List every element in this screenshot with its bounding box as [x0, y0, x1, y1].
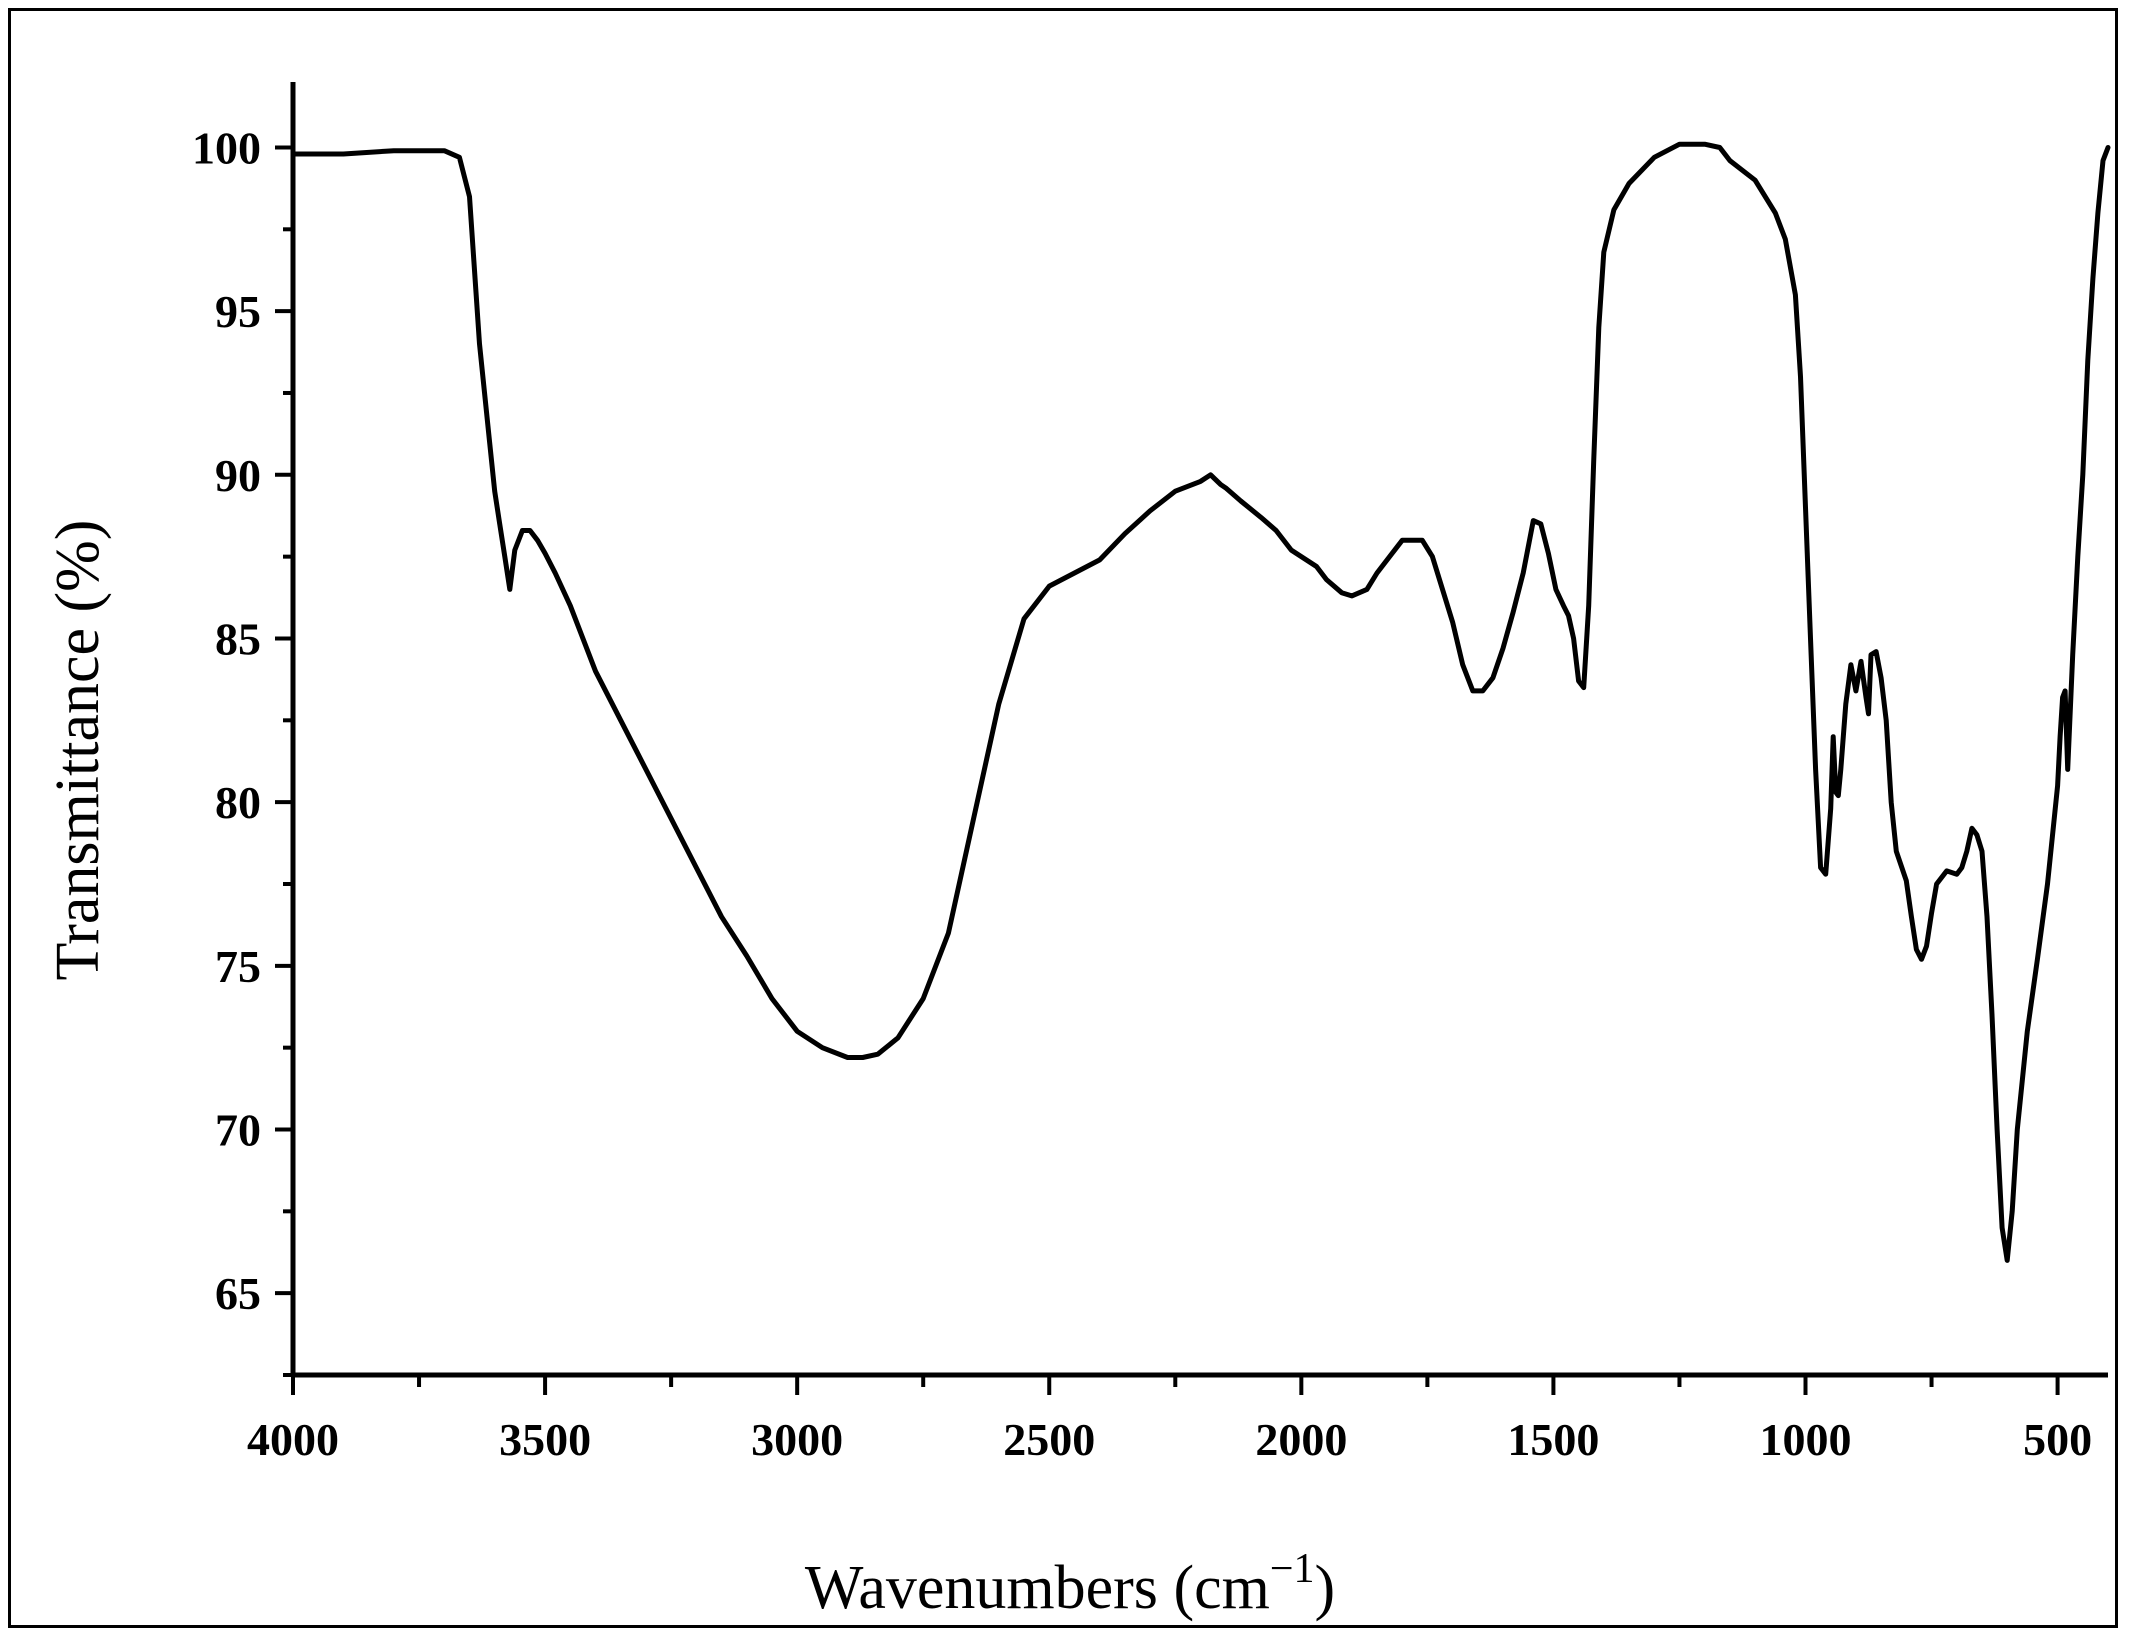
y-tick-label: 80	[215, 777, 261, 828]
spectrum-line	[290, 141, 2111, 1263]
y-axis-ticks	[275, 145, 293, 1377]
x-axis-tick-labels: 4000 3500 3000 2500 2000 1500 1000 500	[247, 1414, 2092, 1465]
y-axis-title: Transmittance (%)	[44, 520, 112, 981]
x-tick-label: 3500	[499, 1414, 591, 1465]
y-tick-label: 65	[215, 1268, 261, 1319]
y-tick-label: 90	[215, 450, 261, 501]
y-tick-label: 70	[215, 1104, 261, 1155]
x-tick-label: 3000	[751, 1414, 843, 1465]
y-axis-tick-labels: 65 70 75 80 85 90 95 100	[192, 122, 261, 1319]
x-tick-label: 4000	[247, 1414, 339, 1465]
x-axis-title-superscript: −1	[1270, 1546, 1315, 1592]
y-tick-label: 95	[215, 286, 261, 337]
figure-frame	[8, 8, 2118, 1628]
x-axis-ticks	[291, 1375, 2060, 1395]
x-tick-label: 500	[2023, 1414, 2092, 1465]
y-tick-label: 100	[192, 122, 261, 173]
x-axis-title-main: Wavenumbers (cm	[805, 1554, 1270, 1622]
x-axis-title-close: )	[1315, 1554, 1336, 1622]
y-tick-label: 85	[215, 613, 261, 664]
x-tick-label: 1000	[1760, 1414, 1852, 1465]
x-tick-label: 2500	[1003, 1414, 1095, 1465]
x-tick-label: 2000	[1255, 1414, 1347, 1465]
x-axis-title: Wavenumbers (cm−1)	[805, 1546, 1335, 1622]
x-tick-label: 1500	[1507, 1414, 1599, 1465]
y-tick-label: 75	[215, 941, 261, 992]
